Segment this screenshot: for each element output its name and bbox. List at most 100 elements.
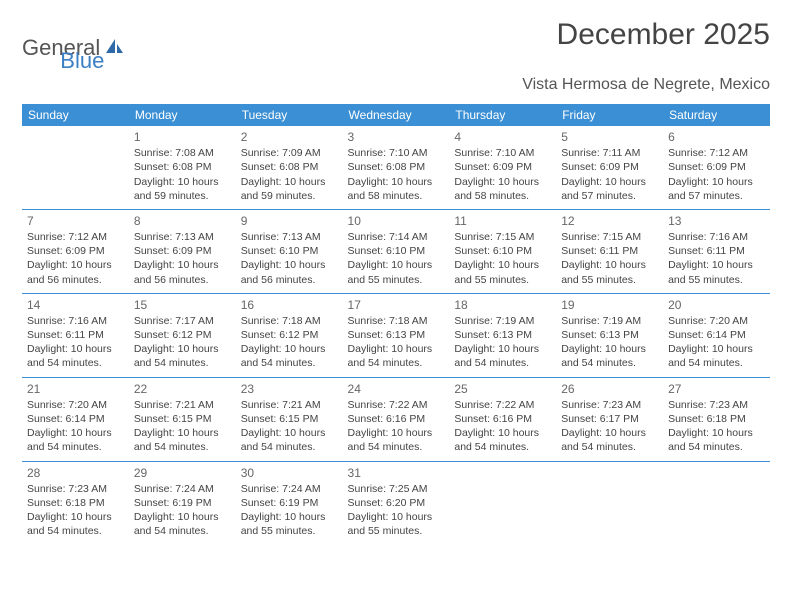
calendar-day-cell: 8Sunrise: 7:13 AMSunset: 6:09 PMDaylight… (129, 210, 236, 293)
calendar-week-row: 28Sunrise: 7:23 AMSunset: 6:18 PMDayligh… (22, 462, 770, 545)
daylight-text: Daylight: 10 hours (241, 510, 338, 524)
daylight-text: and 54 minutes. (348, 356, 445, 370)
calendar-day-cell: 6Sunrise: 7:12 AMSunset: 6:09 PMDaylight… (663, 126, 770, 209)
sunrise-text: Sunrise: 7:21 AM (241, 398, 338, 412)
calendar-day-cell: 20Sunrise: 7:20 AMSunset: 6:14 PMDayligh… (663, 294, 770, 377)
day-number: 19 (561, 297, 658, 313)
daylight-text: and 58 minutes. (348, 189, 445, 203)
day-number: 25 (454, 381, 551, 397)
calendar-day-cell: 31Sunrise: 7:25 AMSunset: 6:20 PMDayligh… (343, 462, 450, 545)
sunrise-text: Sunrise: 7:12 AM (27, 230, 124, 244)
day-number: 1 (134, 129, 231, 145)
daylight-text: Daylight: 10 hours (27, 258, 124, 272)
daylight-text: Daylight: 10 hours (454, 426, 551, 440)
daylight-text: Daylight: 10 hours (668, 426, 765, 440)
calendar-day-cell: 12Sunrise: 7:15 AMSunset: 6:11 PMDayligh… (556, 210, 663, 293)
day-number: 26 (561, 381, 658, 397)
daylight-text: Daylight: 10 hours (561, 426, 658, 440)
daylight-text: and 54 minutes. (241, 356, 338, 370)
daylight-text: Daylight: 10 hours (134, 426, 231, 440)
calendar-day-cell: 27Sunrise: 7:23 AMSunset: 6:18 PMDayligh… (663, 378, 770, 461)
daylight-text: Daylight: 10 hours (348, 342, 445, 356)
daylight-text: and 55 minutes. (348, 524, 445, 538)
sunset-text: Sunset: 6:14 PM (668, 328, 765, 342)
day-number: 6 (668, 129, 765, 145)
daylight-text: and 54 minutes. (668, 440, 765, 454)
daylight-text: Daylight: 10 hours (348, 510, 445, 524)
daylight-text: and 54 minutes. (348, 440, 445, 454)
sunset-text: Sunset: 6:08 PM (241, 160, 338, 174)
weekday-header: Thursday (449, 104, 556, 126)
daylight-text: Daylight: 10 hours (241, 426, 338, 440)
sunset-text: Sunset: 6:19 PM (241, 496, 338, 510)
calendar-day-cell: 10Sunrise: 7:14 AMSunset: 6:10 PMDayligh… (343, 210, 450, 293)
day-number: 10 (348, 213, 445, 229)
weekday-header: Monday (129, 104, 236, 126)
day-number: 11 (454, 213, 551, 229)
sunset-text: Sunset: 6:17 PM (561, 412, 658, 426)
daylight-text: and 55 minutes. (561, 273, 658, 287)
day-number: 20 (668, 297, 765, 313)
sunset-text: Sunset: 6:09 PM (668, 160, 765, 174)
calendar-table: Sunday Monday Tuesday Wednesday Thursday… (22, 104, 770, 544)
sunrise-text: Sunrise: 7:20 AM (668, 314, 765, 328)
calendar-day-cell: 23Sunrise: 7:21 AMSunset: 6:15 PMDayligh… (236, 378, 343, 461)
day-number: 9 (241, 213, 338, 229)
day-number: 16 (241, 297, 338, 313)
calendar-day-cell: 18Sunrise: 7:19 AMSunset: 6:13 PMDayligh… (449, 294, 556, 377)
weekday-header-row: Sunday Monday Tuesday Wednesday Thursday… (22, 104, 770, 126)
calendar-day-cell: 17Sunrise: 7:18 AMSunset: 6:13 PMDayligh… (343, 294, 450, 377)
daylight-text: and 54 minutes. (27, 356, 124, 370)
calendar-day-cell: 15Sunrise: 7:17 AMSunset: 6:12 PMDayligh… (129, 294, 236, 377)
daylight-text: and 58 minutes. (454, 189, 551, 203)
daylight-text: and 55 minutes. (454, 273, 551, 287)
sunset-text: Sunset: 6:11 PM (27, 328, 124, 342)
daylight-text: Daylight: 10 hours (668, 258, 765, 272)
daylight-text: Daylight: 10 hours (454, 258, 551, 272)
sunrise-text: Sunrise: 7:25 AM (348, 482, 445, 496)
sunrise-text: Sunrise: 7:13 AM (241, 230, 338, 244)
sunset-text: Sunset: 6:09 PM (454, 160, 551, 174)
daylight-text: Daylight: 10 hours (27, 426, 124, 440)
sail-icon (104, 37, 124, 60)
daylight-text: and 57 minutes. (668, 189, 765, 203)
calendar-day-cell: 16Sunrise: 7:18 AMSunset: 6:12 PMDayligh… (236, 294, 343, 377)
sunrise-text: Sunrise: 7:23 AM (27, 482, 124, 496)
day-number: 18 (454, 297, 551, 313)
day-number: 14 (27, 297, 124, 313)
sunset-text: Sunset: 6:09 PM (561, 160, 658, 174)
daylight-text: and 54 minutes. (134, 356, 231, 370)
daylight-text: Daylight: 10 hours (134, 510, 231, 524)
day-number: 23 (241, 381, 338, 397)
sunrise-text: Sunrise: 7:20 AM (27, 398, 124, 412)
calendar-week-row: 7Sunrise: 7:12 AMSunset: 6:09 PMDaylight… (22, 210, 770, 293)
day-number: 28 (27, 465, 124, 481)
daylight-text: Daylight: 10 hours (454, 175, 551, 189)
calendar-day-cell: 19Sunrise: 7:19 AMSunset: 6:13 PMDayligh… (556, 294, 663, 377)
sunset-text: Sunset: 6:12 PM (134, 328, 231, 342)
day-number: 29 (134, 465, 231, 481)
day-number: 22 (134, 381, 231, 397)
calendar-day-cell: 29Sunrise: 7:24 AMSunset: 6:19 PMDayligh… (129, 462, 236, 545)
calendar-week-row: 14Sunrise: 7:16 AMSunset: 6:11 PMDayligh… (22, 294, 770, 377)
sunset-text: Sunset: 6:19 PM (134, 496, 231, 510)
sunrise-text: Sunrise: 7:10 AM (454, 146, 551, 160)
sunrise-text: Sunrise: 7:11 AM (561, 146, 658, 160)
daylight-text: Daylight: 10 hours (134, 258, 231, 272)
daylight-text: and 56 minutes. (27, 273, 124, 287)
sunset-text: Sunset: 6:20 PM (348, 496, 445, 510)
daylight-text: and 54 minutes. (561, 440, 658, 454)
sunrise-text: Sunrise: 7:19 AM (561, 314, 658, 328)
sunrise-text: Sunrise: 7:24 AM (241, 482, 338, 496)
location-subtitle: Vista Hermosa de Negrete, Mexico (22, 76, 770, 94)
sunset-text: Sunset: 6:12 PM (241, 328, 338, 342)
sunset-text: Sunset: 6:14 PM (27, 412, 124, 426)
daylight-text: Daylight: 10 hours (241, 175, 338, 189)
daylight-text: Daylight: 10 hours (241, 342, 338, 356)
daylight-text: Daylight: 10 hours (348, 258, 445, 272)
daylight-text: and 54 minutes. (561, 356, 658, 370)
day-number: 7 (27, 213, 124, 229)
calendar-day-cell: 11Sunrise: 7:15 AMSunset: 6:10 PMDayligh… (449, 210, 556, 293)
calendar-day-cell: 14Sunrise: 7:16 AMSunset: 6:11 PMDayligh… (22, 294, 129, 377)
sunrise-text: Sunrise: 7:21 AM (134, 398, 231, 412)
